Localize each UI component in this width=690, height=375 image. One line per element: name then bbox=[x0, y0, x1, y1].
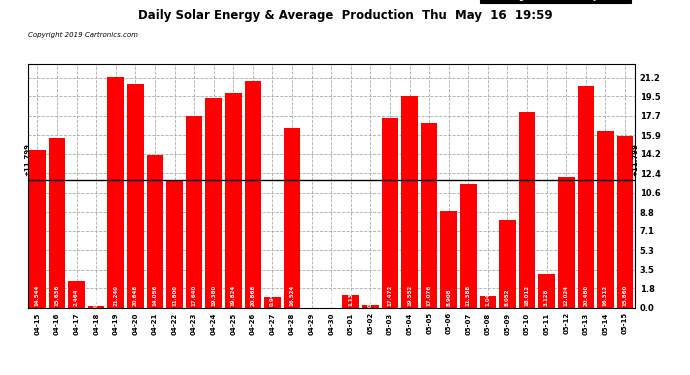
Text: Copyright 2019 Cartronics.com: Copyright 2019 Cartronics.com bbox=[28, 32, 137, 38]
Text: 14.544: 14.544 bbox=[35, 285, 40, 306]
Text: 21.240: 21.240 bbox=[113, 285, 118, 306]
Text: 12.024: 12.024 bbox=[564, 285, 569, 306]
Bar bbox=[88, 306, 104, 308]
Bar bbox=[597, 131, 613, 308]
Bar bbox=[49, 138, 66, 308]
Bar bbox=[460, 184, 477, 308]
Text: 2.464: 2.464 bbox=[74, 288, 79, 306]
Text: 17.076: 17.076 bbox=[426, 285, 432, 306]
Text: 15.860: 15.860 bbox=[622, 285, 627, 306]
Bar bbox=[617, 136, 633, 308]
Text: 8.052: 8.052 bbox=[505, 288, 510, 306]
Text: 17.472: 17.472 bbox=[388, 285, 393, 306]
Text: 16.312: 16.312 bbox=[603, 285, 608, 306]
Text: 11.800: 11.800 bbox=[172, 285, 177, 306]
Text: 20.480: 20.480 bbox=[583, 285, 589, 306]
Text: 16.524: 16.524 bbox=[290, 285, 295, 306]
Bar bbox=[166, 180, 183, 308]
Text: 15.636: 15.636 bbox=[55, 285, 59, 306]
Text: 1.044: 1.044 bbox=[485, 288, 491, 306]
Text: +11.799: +11.799 bbox=[632, 143, 638, 176]
Text: 0.180: 0.180 bbox=[94, 290, 99, 307]
Text: 1.132: 1.132 bbox=[348, 289, 353, 306]
Bar bbox=[558, 177, 575, 308]
Bar bbox=[108, 77, 124, 308]
Text: 0.000: 0.000 bbox=[328, 290, 334, 307]
Bar bbox=[146, 155, 164, 308]
Text: 18.012: 18.012 bbox=[524, 285, 529, 306]
Bar bbox=[578, 86, 594, 308]
Bar bbox=[362, 306, 379, 308]
Bar bbox=[440, 211, 457, 308]
Legend: Average  (kWh), Daily  (kWh): Average (kWh), Daily (kWh) bbox=[480, 0, 631, 3]
Bar bbox=[264, 297, 281, 307]
Bar bbox=[127, 84, 144, 308]
Bar bbox=[382, 118, 398, 308]
Bar bbox=[401, 96, 418, 308]
Text: 8.908: 8.908 bbox=[446, 288, 451, 306]
Text: 0.000: 0.000 bbox=[309, 290, 314, 307]
Text: 20.648: 20.648 bbox=[133, 285, 138, 306]
Text: 0.940: 0.940 bbox=[270, 288, 275, 306]
Bar bbox=[244, 81, 262, 308]
Text: +11.799: +11.799 bbox=[25, 143, 30, 176]
Text: 3.128: 3.128 bbox=[544, 288, 549, 306]
Text: Daily Solar Energy & Average  Production  Thu  May  16  19:59: Daily Solar Energy & Average Production … bbox=[138, 9, 552, 22]
Bar bbox=[421, 123, 437, 308]
Bar bbox=[206, 98, 222, 308]
Text: 19.380: 19.380 bbox=[211, 285, 216, 306]
Bar bbox=[68, 281, 85, 308]
Text: 11.388: 11.388 bbox=[466, 285, 471, 306]
Bar bbox=[342, 295, 359, 307]
Bar bbox=[225, 93, 241, 308]
Text: 20.868: 20.868 bbox=[250, 285, 255, 306]
Bar bbox=[29, 150, 46, 308]
Text: 14.056: 14.056 bbox=[152, 285, 157, 306]
Text: 17.640: 17.640 bbox=[192, 285, 197, 306]
Bar bbox=[519, 112, 535, 308]
Bar bbox=[480, 296, 496, 307]
Text: 19.824: 19.824 bbox=[230, 285, 236, 306]
Text: 0.188: 0.188 bbox=[368, 290, 373, 307]
Bar bbox=[284, 129, 300, 308]
Text: 19.552: 19.552 bbox=[407, 285, 412, 306]
Bar bbox=[499, 220, 516, 308]
Bar bbox=[538, 274, 555, 308]
Bar bbox=[186, 116, 202, 308]
